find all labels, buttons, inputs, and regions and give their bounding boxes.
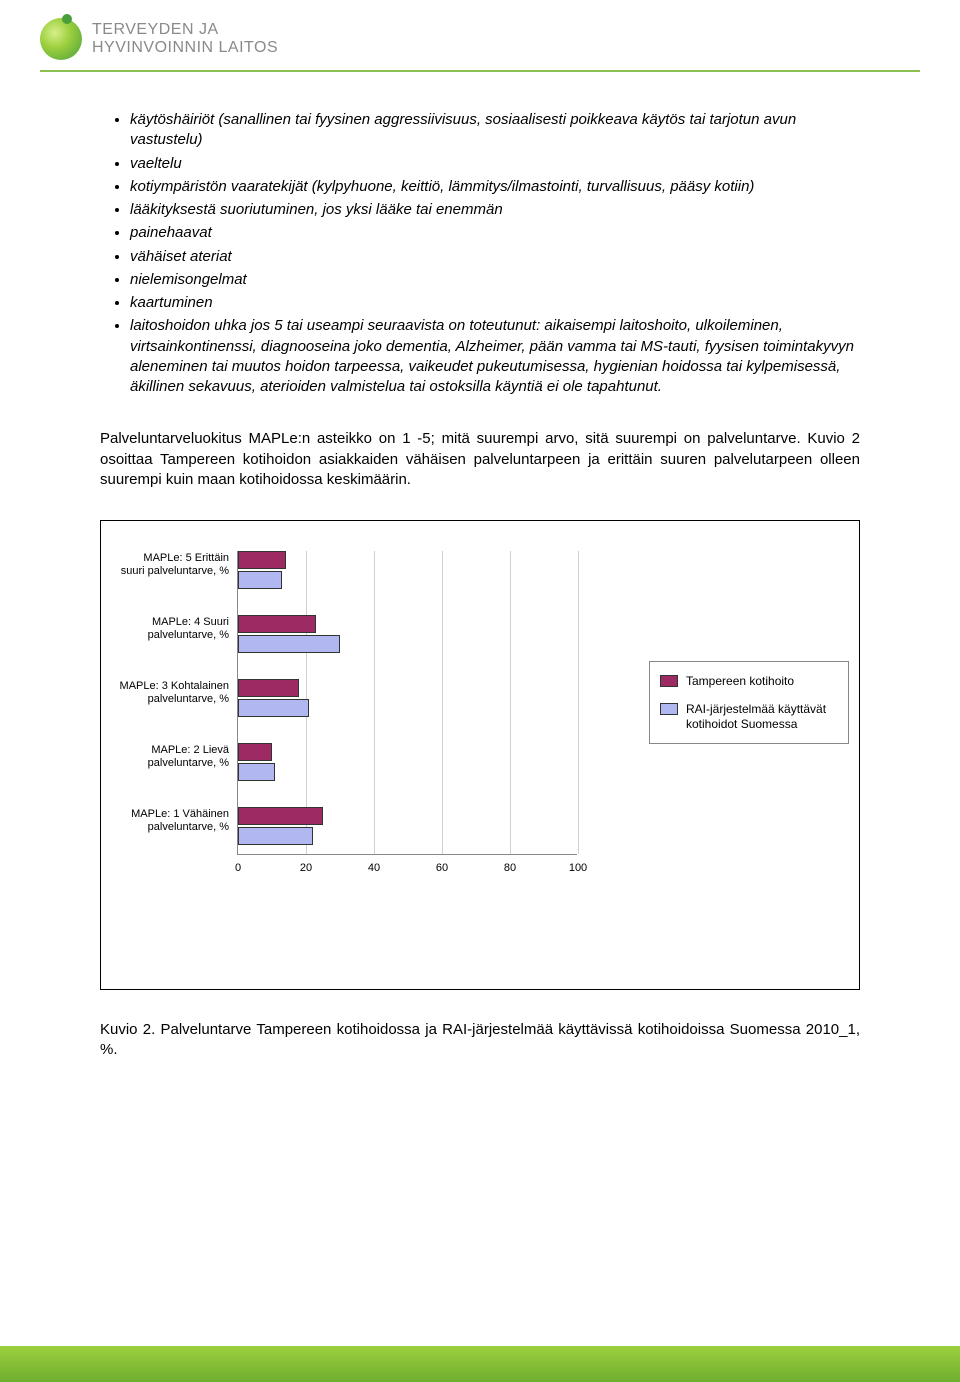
list-item: nielemisongelmat <box>130 270 860 290</box>
chart-bar <box>238 551 286 569</box>
header-rule <box>40 70 920 72</box>
list-item: painehaavat <box>130 223 860 243</box>
chart-bars-area: 020406080100 <box>237 551 577 855</box>
maple-chart: 020406080100 MAPLe: 5 Erittäin suuri pal… <box>100 520 860 990</box>
legend-label: Tampereen kotihoito <box>686 674 794 688</box>
chart-bar <box>238 699 309 717</box>
logo-header: TERVEYDEN JA HYVINVOINNIN LAITOS <box>40 18 278 60</box>
legend-label: RAI-järjestelmää käyttävät kotihoidot Su… <box>686 702 838 731</box>
chart-category-label: MAPLe: 4 Suuri palveluntarve, % <box>119 616 229 641</box>
list-item: laitoshoidon uhka jos 5 tai useampi seur… <box>130 316 860 397</box>
logo-icon <box>40 18 82 60</box>
chart-gridline <box>442 551 443 854</box>
legend-swatch-rai <box>660 703 678 715</box>
chart-xtick: 20 <box>300 862 312 874</box>
body-paragraph: Palveluntarveluokitus MAPLe:n asteikko o… <box>100 429 860 490</box>
chart-category-label: MAPLe: 2 Lievä palveluntarve, % <box>119 744 229 769</box>
chart-xtick: 80 <box>504 862 516 874</box>
chart-bar <box>238 635 340 653</box>
chart-category-label: MAPLe: 5 Erittäin suuri palveluntarve, % <box>119 552 229 577</box>
chart-bar <box>238 679 299 697</box>
footer-decor <box>0 1346 960 1382</box>
chart-xtick: 100 <box>569 862 587 874</box>
bullet-list: käytöshäiriöt (sanallinen tai fyysinen a… <box>100 110 860 397</box>
list-item: kotiympäristön vaaratekijät (kylpyhuone,… <box>130 177 860 197</box>
org-line1: TERVEYDEN JA <box>92 21 278 39</box>
figure-caption: Kuvio 2. Palveluntarve Tampereen kotihoi… <box>100 1020 860 1061</box>
list-item: lääkityksestä suoriutuminen, jos yksi lä… <box>130 200 860 220</box>
legend-item-tampere: Tampereen kotihoito <box>660 674 838 688</box>
chart-bar <box>238 807 323 825</box>
list-item: käytöshäiriöt (sanallinen tai fyysinen a… <box>130 110 860 151</box>
chart-gridline <box>578 551 579 854</box>
list-item: vaeltelu <box>130 154 860 174</box>
chart-bar <box>238 571 282 589</box>
org-line2: HYVINVOINNIN LAITOS <box>92 39 278 57</box>
chart-xtick: 0 <box>235 862 241 874</box>
org-name: TERVEYDEN JA HYVINVOINNIN LAITOS <box>92 21 278 56</box>
chart-gridline <box>374 551 375 854</box>
chart-category-label: MAPLe: 1 Vähäinen palveluntarve, % <box>119 808 229 833</box>
chart-bar <box>238 743 272 761</box>
chart-plot-area: 020406080100 MAPLe: 5 Erittäin suuri pal… <box>119 541 599 971</box>
chart-xtick: 40 <box>368 862 380 874</box>
chart-category-label: MAPLe: 3 Kohtalainen palveluntarve, % <box>119 680 229 705</box>
legend-swatch-tampere <box>660 675 678 687</box>
chart-bar <box>238 827 313 845</box>
list-item: vähäiset ateriat <box>130 247 860 267</box>
chart-xtick: 60 <box>436 862 448 874</box>
list-item: kaartuminen <box>130 293 860 313</box>
chart-legend: Tampereen kotihoito RAI-järjestelmää käy… <box>649 661 849 744</box>
legend-item-rai: RAI-järjestelmää käyttävät kotihoidot Su… <box>660 702 838 731</box>
chart-gridline <box>510 551 511 854</box>
chart-bar <box>238 763 275 781</box>
chart-bar <box>238 615 316 633</box>
